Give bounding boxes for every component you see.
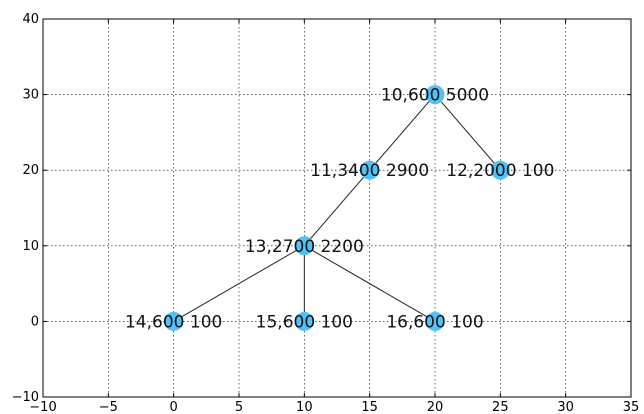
x-tick-label: 5 [235, 400, 243, 414]
x-tick-label: 15 [361, 400, 378, 414]
y-tick-label: −10 [12, 390, 39, 405]
x-tick-label: 0 [170, 400, 178, 414]
tree-node [490, 160, 510, 180]
edges [173, 94, 501, 322]
plot-frame [42, 18, 632, 398]
tree-edge [303, 169, 371, 247]
tree-edge [369, 94, 436, 171]
node-label: 10,600 5000 [381, 86, 489, 106]
tree-node [294, 311, 314, 331]
grid [43, 19, 631, 397]
nodes [164, 85, 510, 331]
y-tick-label: 10 [22, 239, 39, 254]
x-axis-ticks: −10 −5 0 5 10 15 20 25 30 35 [29, 19, 639, 414]
x-tick-label: 35 [623, 400, 640, 414]
x-tick-label: 20 [427, 400, 444, 414]
tree-node [425, 85, 445, 105]
x-tick-label: −10 [29, 400, 56, 414]
tree-edge [173, 245, 305, 322]
node-label: 15,600 100 [256, 312, 353, 332]
node-label: 14,600 100 [125, 312, 222, 332]
tree-edge [304, 245, 436, 322]
y-axis-ticks: −10 0 10 20 30 40 [12, 12, 631, 405]
x-tick-label: −5 [99, 400, 118, 414]
node-labels: 10,600 5000 11,3400 2900 12,2000 100 13,270… [125, 86, 554, 333]
y-tick-label: 0 [31, 314, 39, 329]
tree-node [360, 160, 380, 180]
node-label: 13,2700 2200 [245, 237, 364, 257]
y-tick-label: 30 [22, 88, 39, 103]
node-label: 16,600 100 [386, 312, 483, 332]
tree-edge [434, 94, 501, 171]
node-label: 12,2000 100 [446, 161, 554, 181]
x-tick-label: 30 [557, 400, 574, 414]
tree-node [294, 236, 314, 256]
node-label: 11,3400 2900 [310, 161, 429, 181]
y-tick-label: 40 [22, 12, 39, 27]
y-tick-label: 20 [22, 163, 39, 178]
x-tick-label: 25 [492, 400, 509, 414]
x-tick-label: 10 [296, 400, 313, 414]
tree-node [425, 311, 445, 331]
tree-node [164, 311, 184, 331]
